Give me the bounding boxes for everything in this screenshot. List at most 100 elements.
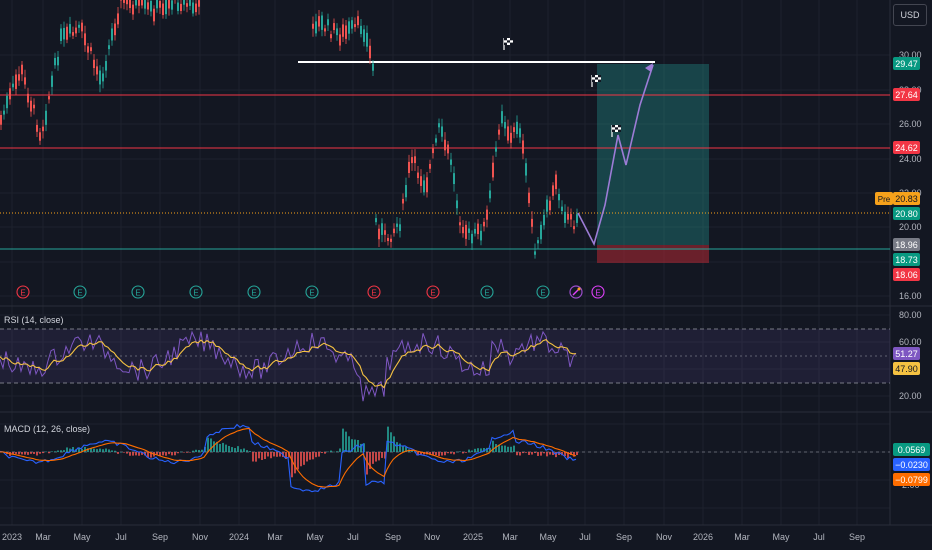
macd-title[interactable]: MACD (12, 26, close) <box>4 424 90 434</box>
target-zone[interactable] <box>597 64 709 245</box>
histogram-bar <box>462 452 464 454</box>
histogram-bar <box>474 448 476 452</box>
rsi-title[interactable]: RSI (14, close) <box>4 315 64 325</box>
candle-body <box>105 61 107 71</box>
signal-line[interactable] <box>0 427 577 488</box>
last-price-value: 20.80 <box>895 209 918 219</box>
earnings-marker[interactable] <box>247 285 261 299</box>
histogram-bar <box>105 448 107 452</box>
candle-body <box>366 32 368 47</box>
macd-line[interactable] <box>0 423 577 493</box>
candle-body <box>339 34 341 46</box>
candle-body <box>417 172 419 179</box>
candle-body <box>96 66 98 75</box>
histogram-bar <box>444 452 446 456</box>
candle-body <box>36 124 38 132</box>
earnings-marker[interactable] <box>536 285 550 299</box>
histogram-bar <box>252 452 254 462</box>
earnings-marker[interactable] <box>591 285 605 299</box>
candle-body <box>12 83 14 88</box>
target-badge <box>893 57 920 70</box>
candle-body <box>483 221 485 227</box>
time-axis-label: Sep <box>849 532 865 542</box>
histogram-bar <box>276 452 278 457</box>
rsi-ma-line[interactable] <box>0 338 577 389</box>
candle-body <box>384 230 386 235</box>
candle-body <box>387 237 389 242</box>
candle-body <box>474 228 476 234</box>
candle-body <box>189 0 191 6</box>
histogram-bar <box>519 452 521 456</box>
histogram-bar <box>18 452 20 455</box>
flag-icon[interactable] <box>503 38 513 50</box>
histogram-bar <box>432 452 434 456</box>
stop-zone[interactable] <box>597 245 709 263</box>
histogram-bar <box>138 452 140 456</box>
flag-icon[interactable] <box>591 75 601 87</box>
candle-body <box>162 3 164 16</box>
earnings-marker[interactable] <box>73 285 87 299</box>
flag-icon[interactable] <box>611 125 621 137</box>
signal-badge <box>893 473 930 486</box>
candle-body <box>477 223 479 235</box>
histogram-bar <box>543 452 545 454</box>
histogram-bar <box>417 452 419 456</box>
histogram-bar <box>381 452 383 458</box>
histogram-bar <box>84 446 86 452</box>
earnings-marker[interactable] <box>16 285 30 299</box>
histogram-bar <box>162 452 164 456</box>
candle-body <box>48 96 50 100</box>
histogram-bar <box>249 451 251 452</box>
candle-body <box>18 74 20 81</box>
time-axis[interactable]: 2023 Mar May Jul Sep Nov 2024 Mar May Jul Sep Nov 20… <box>2 532 865 542</box>
candle-body <box>540 224 542 240</box>
earnings-marker-label: E <box>135 289 140 298</box>
histogram-bar <box>429 452 431 455</box>
histogram-bar <box>456 451 458 453</box>
histogram-bar <box>207 437 209 452</box>
histogram-bar <box>213 441 215 452</box>
histogram-bar <box>396 442 398 452</box>
dividend-split-icon[interactable] <box>569 285 583 299</box>
price-candles[interactable] <box>0 0 578 259</box>
histogram-bar <box>60 450 62 452</box>
candle-body <box>333 23 335 31</box>
earnings-marker[interactable] <box>305 285 319 299</box>
histogram-bar <box>384 452 386 459</box>
candle-body <box>315 21 317 34</box>
histogram-bar <box>267 452 269 457</box>
candle-body <box>507 126 509 141</box>
histogram-bar <box>306 452 308 462</box>
price-tick: 20.00 <box>899 222 922 232</box>
rsi-line[interactable] <box>0 330 577 402</box>
histogram-bar <box>576 452 578 456</box>
rsi-value: 51.27 <box>895 349 918 359</box>
macd-line-badge <box>893 458 930 471</box>
projection-path[interactable] <box>577 64 654 247</box>
time-axis-label: Jul <box>347 532 359 542</box>
currency-button[interactable]: USD <box>893 4 927 26</box>
earnings-marker[interactable] <box>426 285 440 299</box>
histogram-bar <box>27 452 29 455</box>
earnings-marker[interactable] <box>131 285 145 299</box>
candle-body <box>489 190 491 199</box>
candle-body <box>492 162 494 178</box>
histogram-bar <box>48 452 50 454</box>
earnings-marker[interactable] <box>189 285 203 299</box>
candle-body <box>405 185 407 198</box>
candle-body <box>456 200 458 209</box>
candle-body <box>501 111 503 124</box>
earnings-marker[interactable] <box>367 285 381 299</box>
time-axis-label: May <box>306 532 324 542</box>
candle-body <box>324 28 326 32</box>
candle-body <box>69 24 71 34</box>
candle-body <box>498 129 500 135</box>
histogram-bar <box>63 450 65 452</box>
candle-body <box>72 32 74 36</box>
time-axis-label: May <box>73 532 91 542</box>
histogram-bar <box>561 452 563 456</box>
candle-body <box>378 228 380 240</box>
earnings-marker[interactable] <box>480 285 494 299</box>
